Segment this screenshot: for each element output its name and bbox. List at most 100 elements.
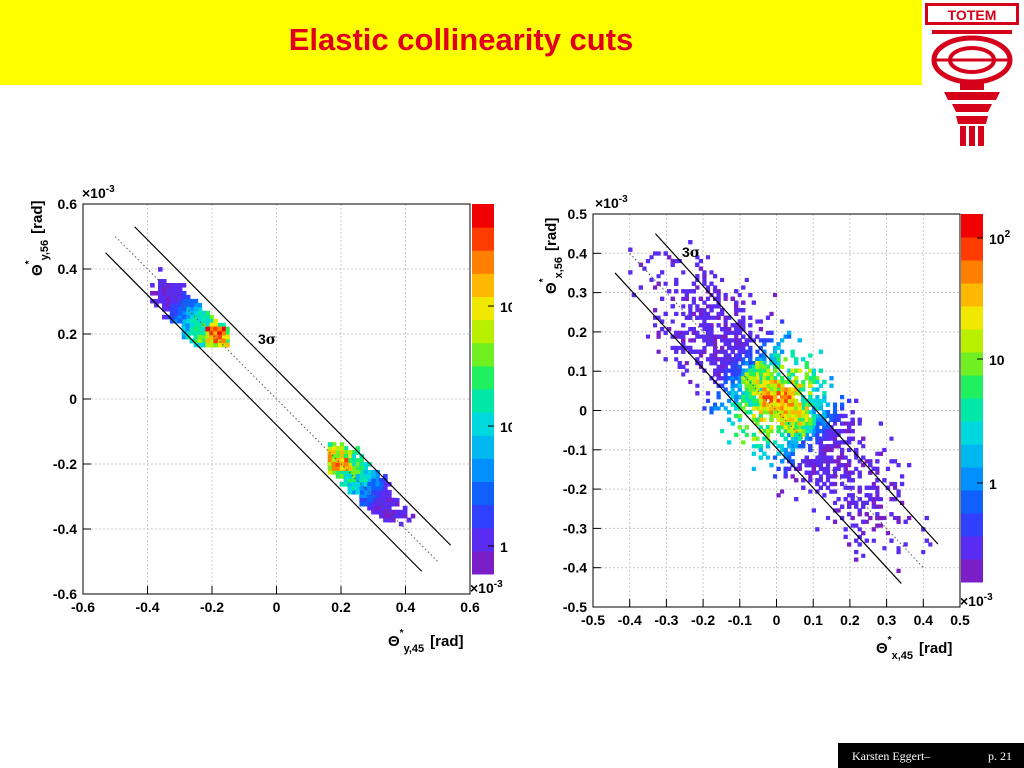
- heatmap-cell: [730, 364, 735, 369]
- heatmap-cell: [840, 463, 845, 468]
- heatmap-cell: [790, 349, 795, 354]
- heatmap-cell: [818, 455, 823, 460]
- heatmap-cell: [836, 417, 841, 422]
- heatmap-cell: [801, 485, 806, 490]
- heatmap-cell: [765, 315, 771, 320]
- heatmap-cell: [339, 470, 345, 475]
- heatmap-cell: [780, 395, 785, 400]
- heatmap-cell: [847, 474, 852, 479]
- heatmap-cell: [189, 330, 195, 336]
- heatmap-cell: [716, 311, 721, 317]
- heatmap-cell: [758, 338, 763, 343]
- heatmap-cell: [371, 509, 376, 515]
- heatmap-cell: [331, 462, 337, 467]
- heatmap-cell: [698, 353, 703, 358]
- heatmap-cell: [367, 474, 372, 479]
- heatmap-cell: [705, 304, 711, 309]
- heatmap-cell: [347, 466, 353, 471]
- heatmap-cell: [892, 485, 898, 490]
- heatmap-cell: [744, 277, 749, 283]
- heatmap-cell: [702, 406, 707, 411]
- heatmap-cell: [217, 322, 222, 328]
- heatmap-cell: [702, 308, 707, 313]
- heatmap-cell: [811, 466, 816, 471]
- heatmap-cell: [741, 361, 746, 366]
- heatmap-cell: [804, 455, 809, 460]
- heatmap-cell: [709, 410, 714, 415]
- heatmap-cell: [221, 338, 226, 344]
- heatmap-cell: [197, 314, 203, 320]
- heatmap-cell: [367, 470, 372, 475]
- heatmap-cell: [758, 447, 763, 453]
- heatmap-cell: [387, 513, 392, 519]
- heatmap-cell: [758, 327, 763, 332]
- heatmap-cell: [681, 334, 686, 339]
- y-tick-label: -0.6: [53, 586, 77, 602]
- heatmap-cell: [776, 379, 781, 385]
- heatmap-cell: [173, 314, 179, 320]
- heatmap-cell: [213, 338, 218, 344]
- heatmap-cell: [871, 481, 876, 487]
- heatmap-cell: [712, 406, 718, 411]
- heatmap-cell: [825, 455, 831, 460]
- heatmap-cell: [829, 489, 834, 494]
- heatmap-cell: [811, 429, 816, 434]
- heatmap-cell: [758, 413, 763, 419]
- heatmap-cell: [197, 330, 203, 336]
- heatmap-cell: [748, 398, 753, 403]
- heatmap-cell: [193, 342, 199, 348]
- heatmap-cell: [347, 450, 353, 455]
- heatmap-cell: [744, 353, 749, 358]
- heatmap-cell: [335, 458, 341, 463]
- heatmap-cell: [737, 330, 742, 335]
- heatmap-cell: [723, 342, 728, 347]
- heatmap-cell: [154, 302, 159, 308]
- heatmap-cell: [847, 440, 852, 445]
- heatmap-cell: [730, 323, 735, 328]
- heatmap-cell: [681, 330, 686, 335]
- heatmap-cell: [825, 402, 831, 407]
- heatmap-cell: [907, 515, 912, 521]
- heatmap-cell: [355, 485, 361, 491]
- heatmap-cell: [847, 463, 852, 468]
- heatmap-cell: [712, 274, 718, 279]
- heatmap-cell: [896, 549, 901, 555]
- heatmap-cell: [716, 395, 721, 400]
- heatmap-cell: [660, 270, 665, 275]
- heatmap-cell: [832, 410, 838, 415]
- heatmap-cell: [695, 334, 700, 339]
- heatmap-cell: [169, 283, 175, 288]
- heatmap-cell: [720, 338, 725, 343]
- heatmap-cell: [221, 326, 226, 332]
- heatmap-cell: [854, 455, 859, 460]
- heatmap-cell: [383, 517, 388, 523]
- heatmap-cell: [864, 538, 869, 543]
- heatmap-cell: [702, 315, 707, 320]
- heatmap-cell: [339, 454, 345, 459]
- heatmap-cell: [375, 505, 380, 511]
- heatmap-cell: [371, 470, 376, 475]
- heatmap-cell: [892, 515, 898, 521]
- heatmap-cell: [832, 481, 838, 487]
- heatmap-cell: [649, 255, 654, 260]
- heatmap-cell: [213, 322, 218, 328]
- heatmap-cell: [712, 353, 718, 358]
- heatmap-cell: [652, 323, 658, 328]
- heatmap-cell: [371, 482, 376, 487]
- heatmap-cell: [847, 425, 852, 430]
- heatmap-cell: [829, 436, 834, 441]
- heatmap-cell: [815, 470, 820, 475]
- heatmap-cell: [780, 338, 785, 343]
- heatmap-cell: [857, 440, 862, 445]
- heatmap-cell: [783, 429, 788, 434]
- heatmap-cell: [339, 442, 345, 447]
- heatmap-cell: [811, 372, 816, 377]
- heatmap-cell: [720, 361, 725, 366]
- heatmap-cell: [857, 470, 862, 475]
- colorbar-label: 1: [500, 539, 508, 555]
- heatmap-cell: [391, 501, 396, 507]
- heatmap-cell: [189, 306, 195, 312]
- heatmap-cell: [327, 470, 333, 475]
- heatmap-cell: [727, 398, 732, 403]
- y-tick-label: 0.6: [58, 196, 78, 212]
